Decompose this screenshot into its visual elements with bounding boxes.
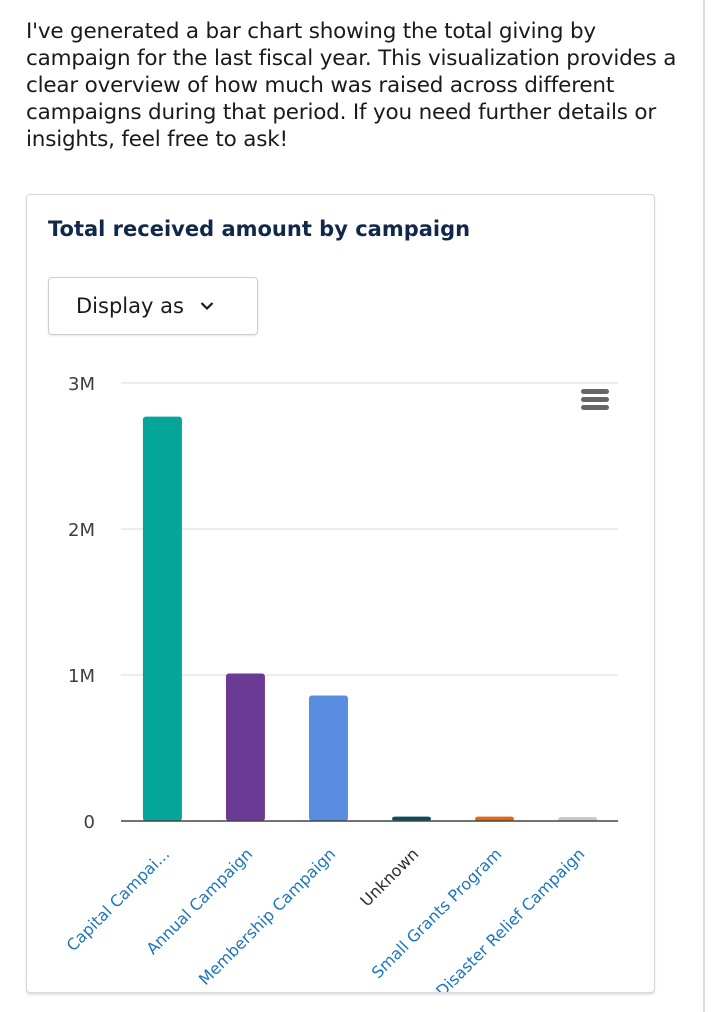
bar-0 [142, 416, 182, 821]
x-tick-label: Disaster Relief Campaign [432, 844, 588, 992]
bar-3 [392, 816, 432, 821]
display-as-button[interactable]: Display as [48, 277, 258, 335]
chart-card: Total received amount by campaign Displa… [26, 194, 655, 993]
hamburger-menu-icon-bar [581, 405, 609, 410]
x-tick-label: Membership Campaign [195, 844, 339, 988]
x-tick-label: Unknown [356, 844, 422, 910]
hamburger-menu-icon-bar [581, 389, 609, 394]
chevron-down-icon [200, 302, 214, 311]
bar-1 [225, 673, 265, 821]
bar-2 [308, 695, 348, 821]
y-tick-label: 0 [84, 812, 95, 833]
assistant-message: I've generated a bar chart showing the t… [26, 19, 677, 152]
bar-4 [475, 816, 515, 821]
scrollbar-edge [703, 0, 705, 1012]
chart-title: Total received amount by campaign [48, 217, 471, 241]
display-as-label: Display as [76, 294, 184, 318]
bar-5 [558, 817, 598, 821]
y-tick-label: 2M [68, 520, 95, 541]
y-tick-label: 3M [68, 374, 95, 395]
y-tick-label: 1M [68, 666, 95, 687]
hamburger-menu-icon-bar [581, 397, 609, 402]
